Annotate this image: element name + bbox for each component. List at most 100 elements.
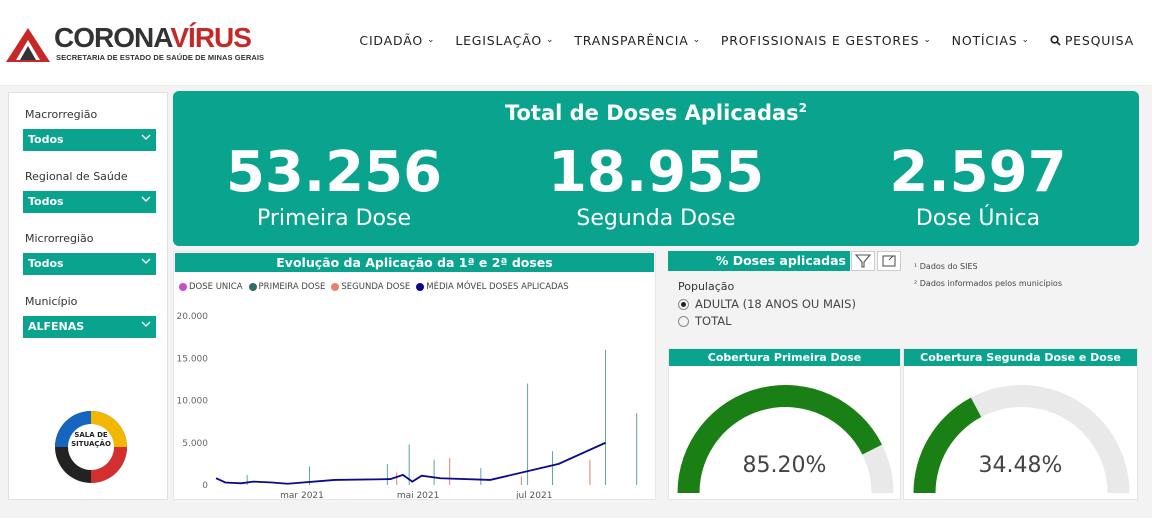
stat-segunda-dose: 18.955 Segunda Dose [495, 141, 817, 233]
search-icon [1050, 35, 1061, 46]
pct-title: % Doses aplicadas [668, 251, 850, 271]
gauge-arc [913, 385, 1130, 493]
y-tick-label: 15.000 [177, 354, 209, 364]
y-tick-label: 0 [202, 481, 208, 491]
logo-text: CORONAVÍRUS [54, 22, 252, 54]
site-logo[interactable]: CORONAVÍRUS SECRETARIA DE ESTADO DE SAÚD… [4, 22, 274, 66]
filter-label-municipio: Município [25, 295, 78, 308]
banner-title-text: Total de Doses Aplicadas [504, 101, 799, 125]
gauge-arc [677, 385, 894, 493]
gauge-fill [913, 397, 982, 493]
chevron-down-icon: ⌄ [923, 34, 932, 45]
site-header: CORONAVÍRUS SECRETARIA DE ESTADO DE SAÚD… [0, 0, 1152, 86]
stat-value: 2.597 [889, 140, 1067, 205]
legend-label: DOSE UNICA [189, 282, 243, 292]
chevron-down-icon [141, 134, 151, 140]
gauge-title: Cobertura Primeira Dose [669, 349, 900, 366]
regional-select[interactable]: Todos [23, 191, 156, 213]
gauge-value: 34.48% [978, 453, 1063, 478]
legend-segunda-dose[interactable]: SEGUNDA DOSE [331, 282, 410, 292]
population-label: População [678, 280, 735, 293]
nav-label: PROFISSIONAIS E GESTORES [720, 33, 920, 48]
filter-label-regional: Regional de Saúde [25, 170, 128, 183]
gauge-primeira-dose: Cobertura Primeira Dose 85.20% [668, 348, 901, 500]
search-button[interactable]: PESQUISA [1050, 33, 1134, 48]
filter-label-macrorregiao: Macrorregião [25, 108, 98, 121]
evolution-chart-panel: Evolução da Aplicação da 1ª e 2ª doses D… [173, 251, 656, 500]
evolution-chart[interactable]: 20.000 15.000 10.000 5.000 0 mar 2021 mai 2021… [174, 294, 655, 499]
nav-legislacao[interactable]: LEGISLAÇÃO ⌄ [455, 33, 554, 48]
radio-adulta[interactable]: ADULTA (18 ANOS OU MAIS) [678, 297, 856, 311]
nav-cidadao[interactable]: CIDADÃO ⌄ [359, 33, 435, 48]
chevron-down-icon [141, 258, 151, 264]
gauge-value: 85.20% [742, 453, 827, 478]
nav-transparencia[interactable]: TRANSPARÊNCIA ⌄ [574, 33, 701, 48]
filter-button[interactable] [851, 251, 875, 271]
chart-legend: DOSE UNICA PRIMEIRA DOSE SEGUNDA DOSE MÉ… [179, 282, 569, 292]
nav-noticias[interactable]: NOTÍCIAS ⌄ [952, 33, 1030, 48]
banner-title-sup: 2 [798, 101, 808, 115]
filter-icon [854, 254, 872, 268]
municipio-select[interactable]: ALFENAS [23, 316, 156, 338]
logo-accent: VÍRUS [170, 22, 252, 53]
legend-dot [331, 283, 340, 291]
legend-media-movel[interactable]: MÉDIA MÓVEL DOSES APLICADAS [416, 282, 569, 292]
legend-label: SEGUNDA DOSE [341, 282, 411, 292]
footnote: ¹ Dados do SIES [914, 262, 978, 271]
banner-title: Total de Doses Aplicadas2 [173, 101, 1139, 125]
select-value: Todos [28, 257, 64, 270]
legend-dose-unica[interactable]: DOSE UNICA [179, 282, 243, 292]
nav-profissionais[interactable]: PROFISSIONAIS E GESTORES ⌄ [721, 33, 932, 48]
main-nav: CIDADÃO ⌄ LEGISLAÇÃO ⌄ TRANSPARÊNCIA ⌄ PROF… [359, 33, 1134, 48]
y-tick-label: 5.000 [182, 439, 208, 449]
chevron-down-icon [141, 196, 151, 202]
legend-dot [248, 283, 257, 291]
logo-subtitle: SECRETARIA DE ESTADO DE SAÚDE DE MINAS G… [56, 53, 265, 62]
y-tick-label: 10.000 [177, 397, 209, 407]
microrregiao-select[interactable]: Todos [23, 253, 156, 275]
macrorregiao-select[interactable]: Todos [23, 129, 156, 151]
x-tick-label: jul 2021 [515, 491, 552, 499]
total-doses-banner: Total de Doses Aplicadas2 53.256 Primeir… [173, 91, 1139, 246]
filter-label-microrregiao: Microrregião [25, 232, 94, 245]
legend-primeira-dose[interactable]: PRIMEIRA DOSE [248, 282, 326, 292]
stat-label: Dose Única [915, 206, 1041, 231]
search-label: PESQUISA [1064, 33, 1134, 48]
chevron-down-icon: ⌄ [1021, 34, 1030, 45]
stat-value: 53.256 [225, 140, 443, 205]
radio-label: ADULTA (18 ANOS OU MAIS) [695, 297, 856, 311]
nav-label: TRANSPARÊNCIA [574, 33, 689, 48]
chevron-down-icon: ⌄ [426, 34, 436, 45]
select-value: ALFENAS [28, 320, 85, 333]
chevron-down-icon: ⌄ [545, 34, 555, 45]
select-value: Todos [28, 195, 64, 208]
chevron-down-icon: ⌄ [692, 34, 701, 45]
x-tick-label: mar 2021 [280, 491, 324, 499]
legend-dot [179, 283, 187, 291]
legend-label: PRIMEIRA DOSE [258, 282, 326, 292]
sala-label: SALA DE SITUAÇÃO [71, 431, 111, 448]
select-value: Todos [28, 133, 64, 146]
x-tick-label: mai 2021 [397, 491, 440, 499]
stat-primeira-dose: 53.256 Primeira Dose [173, 141, 495, 233]
stat-dose-unica: 2.597 Dose Única [817, 141, 1139, 233]
nav-label: LEGISLAÇÃO [455, 33, 542, 48]
radio-label: TOTAL [695, 314, 732, 328]
dashboard: Macrorregião Todos Regional de Saúde Tod… [0, 86, 1152, 518]
filter-panel: Macrorregião Todos Regional de Saúde Tod… [8, 92, 168, 500]
sala-de-situacao-logo[interactable] [51, 407, 131, 487]
stat-value: 18.955 [547, 140, 765, 205]
nav-label: CIDADÃO [359, 33, 423, 48]
footnotes: ¹ Dados do SIES ² Dados informados pelos… [914, 258, 1062, 292]
legend-dot [416, 283, 425, 291]
logo-main: CORONA [54, 22, 171, 53]
moving-average-line [215, 441, 606, 485]
radio-total[interactable]: TOTAL [678, 314, 731, 328]
radio-indicator [678, 315, 689, 327]
stat-label: Primeira Dose [256, 206, 412, 231]
gauge-fill [677, 385, 883, 493]
footnote: ² Dados informados pelos municípios [914, 279, 1062, 288]
expand-icon [882, 255, 896, 267]
gauge-segunda-dose: Cobertura Segunda Dose e Dose Única 34.4… [903, 348, 1138, 500]
expand-button[interactable] [877, 251, 901, 271]
